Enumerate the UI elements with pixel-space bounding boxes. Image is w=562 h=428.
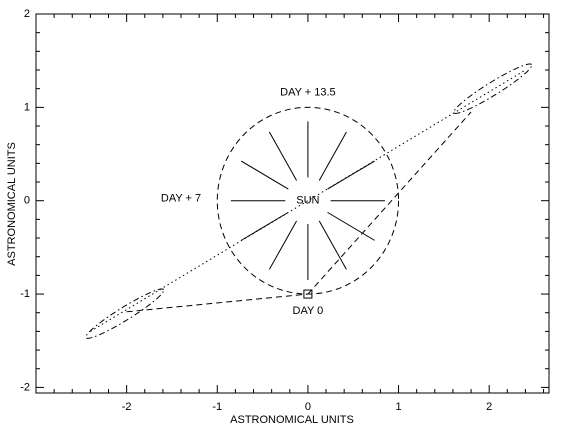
annotation: DAY + 13.5 [280, 86, 336, 98]
x-tick-label: -1 [212, 401, 222, 413]
sun-ray [269, 221, 296, 270]
uncertainty-ellipse [86, 289, 164, 338]
x-tick-label: 2 [486, 401, 492, 413]
trajectory-line [308, 112, 471, 294]
page: ASTRONOMICAL UNITS ASTRONOMICAL UNITS -2… [0, 0, 562, 428]
x-tick-label: 1 [395, 401, 401, 413]
x-tick-label: -2 [122, 401, 132, 413]
y-axis-title: ASTRONOMICAL UNITS [6, 142, 18, 266]
chart: ASTRONOMICAL UNITS ASTRONOMICAL UNITS -2… [0, 0, 562, 428]
y-tick-label: 2 [24, 8, 30, 20]
x-axis-title: ASTRONOMICAL UNITS [230, 414, 354, 426]
y-tick-label: -1 [20, 288, 30, 300]
x-tick-label: 0 [305, 401, 311, 413]
y-tick-label: -2 [20, 381, 30, 393]
y-tick-label: 0 [24, 195, 30, 207]
trajectory-line [127, 294, 308, 312]
sun-ray [319, 132, 346, 181]
sun-ray [328, 212, 375, 240]
sun-ray [319, 221, 346, 270]
y-tick-label: 1 [24, 101, 30, 113]
sun-ray [241, 161, 288, 189]
annotation: DAY + 7 [161, 193, 201, 205]
annotation: SUN [296, 195, 319, 207]
plot-frame [36, 14, 549, 393]
sun-ray [269, 132, 296, 181]
annotation: DAY 0 [293, 305, 324, 317]
